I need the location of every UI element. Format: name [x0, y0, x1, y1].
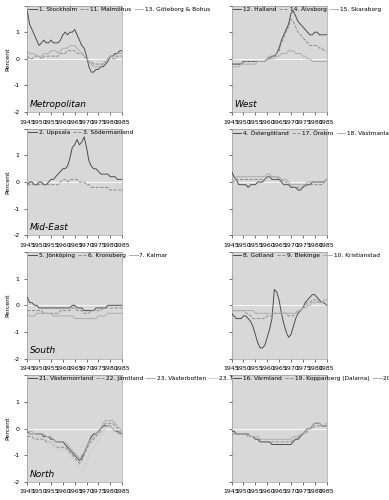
Legend: 16. Värmland, 19. Kopparberg (Dalarna), 20. Gävleborg: 16. Värmland, 19. Kopparberg (Dalarna), … [233, 376, 389, 382]
Y-axis label: Percent: Percent [5, 170, 11, 194]
Text: Metropolitan: Metropolitan [30, 100, 87, 109]
Y-axis label: Percent: Percent [5, 417, 11, 440]
Legend: 1. Stockholm, 11. Malmöhus, 13. Göteborg & Bohus: 1. Stockholm, 11. Malmöhus, 13. Göteborg… [28, 6, 210, 12]
Text: Mid-East: Mid-East [30, 223, 69, 232]
Legend: 2. Uppsala, 3. Södermanland: 2. Uppsala, 3. Södermanland [28, 130, 133, 135]
Legend: 4. Östergötland, 17. Örebro, 18. Västmanland: 4. Östergötland, 17. Örebro, 18. Västman… [233, 130, 389, 136]
Legend: 5. Jönköping, 6. Kronoberg, 7. Kalmar: 5. Jönköping, 6. Kronoberg, 7. Kalmar [28, 253, 168, 258]
Y-axis label: Percent: Percent [5, 294, 11, 317]
Legend: 21. Västernorrland, 22. Jämtland, 23. Västerbotten, 23. Norrbotten: 21. Västernorrland, 22. Jämtland, 23. Vä… [28, 376, 263, 382]
Legend: 8. Gotland, 9. Blekinge, 10. Kristianstad: 8. Gotland, 9. Blekinge, 10. Kristiansta… [233, 253, 380, 258]
Text: South: South [30, 346, 56, 356]
Legend: 12. Halland, 14. Älvsborg, 15. Skaraborg: 12. Halland, 14. Älvsborg, 15. Skaraborg [233, 6, 381, 12]
Text: North: North [30, 470, 55, 478]
Text: West: West [235, 100, 257, 109]
Y-axis label: Percent: Percent [5, 47, 11, 70]
